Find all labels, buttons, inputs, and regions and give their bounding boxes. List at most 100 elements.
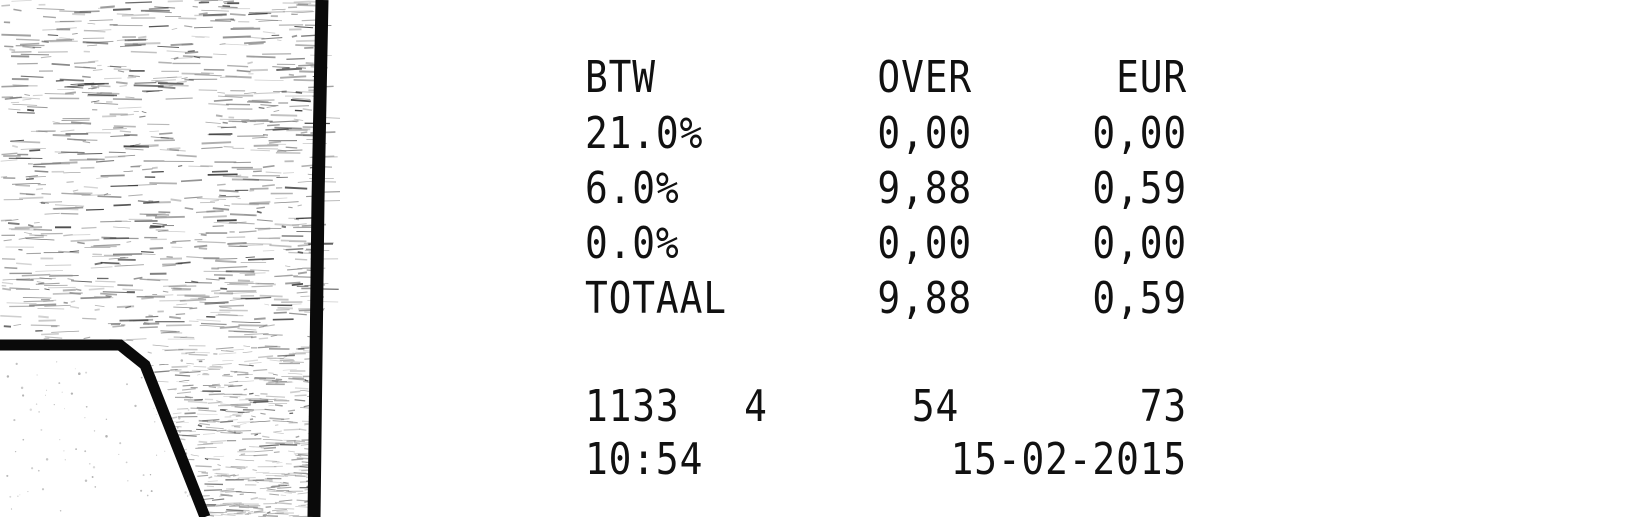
- scan-noise-stroke: [223, 0, 235, 3]
- scan-noise-stroke: [172, 412, 182, 415]
- scan-noise-stroke: [283, 481, 289, 485]
- scan-noise-stroke: [2, 278, 31, 281]
- scan-noise-stroke: [287, 472, 307, 474]
- scan-noise-stroke: [275, 378, 283, 381]
- scan-noise-stroke: [284, 474, 303, 477]
- scan-noise-stroke: [259, 444, 279, 447]
- scan-noise-dot: [74, 368, 76, 370]
- scan-noise-stroke: [211, 363, 232, 366]
- vat-row: 6.0% 9,88 0,59: [585, 159, 1186, 219]
- scan-noise-stroke: [281, 225, 287, 229]
- scan-noise-stroke: [273, 430, 282, 433]
- scan-noise-stroke: [227, 384, 243, 388]
- scan-noise-stroke: [302, 108, 313, 111]
- scan-noise-stroke: [41, 193, 52, 195]
- scan-noise-stroke: [94, 295, 114, 299]
- scan-noise-dot: [155, 413, 157, 415]
- scan-noise-stroke: [204, 301, 229, 305]
- scan-noise-stroke: [39, 277, 52, 280]
- scan-noise-stroke: [250, 269, 270, 272]
- scan-noise-stroke: [49, 40, 78, 43]
- scan-noise-stroke: [230, 18, 236, 22]
- scan-noise-stroke: [284, 186, 308, 190]
- scan-noise-stroke: [92, 69, 103, 71]
- scan-noise-stroke: [33, 228, 53, 231]
- scan-noise-stroke: [119, 44, 142, 48]
- scan-noise-stroke: [218, 352, 237, 355]
- scan-noise-stroke: [250, 496, 259, 500]
- store-code: 1133: [585, 381, 680, 432]
- scan-noise-stroke: [2, 287, 12, 291]
- scan-noise-stroke: [75, 288, 82, 292]
- scan-noise-stroke: [176, 154, 197, 158]
- scan-noise-stroke: [275, 197, 288, 199]
- scan-noise-stroke: [160, 136, 174, 140]
- scan-noise-stroke: [70, 238, 100, 242]
- scan-noise-stroke: [139, 145, 159, 148]
- scan-noise-stroke: [72, 32, 78, 35]
- scan-noise-stroke: [274, 201, 299, 204]
- scan-noise-stroke: [113, 125, 136, 128]
- scan-noise-stroke: [211, 170, 228, 173]
- scan-noise-stroke: [252, 136, 268, 139]
- scan-noise-stroke: [268, 372, 274, 375]
- scan-noise-stroke: [243, 345, 251, 347]
- scan-noise-stroke: [206, 457, 220, 461]
- scan-noise-dot: [9, 495, 12, 498]
- scan-noise-stroke: [227, 419, 238, 421]
- scan-noise-stroke: [221, 43, 248, 46]
- scan-noise-stroke: [22, 297, 52, 299]
- scan-noise-stroke: [236, 69, 251, 73]
- scan-noise-stroke: [235, 380, 255, 383]
- scan-noise-stroke: [242, 243, 272, 245]
- scan-noise-stroke: [265, 442, 285, 445]
- scan-noise-stroke: [177, 391, 192, 394]
- scan-noise-stroke: [205, 121, 221, 124]
- scan-noise-stroke: [170, 241, 177, 244]
- scan-noise-dot: [75, 448, 77, 450]
- scan-noise-stroke: [252, 469, 257, 471]
- scan-noise-stroke: [215, 259, 237, 263]
- scan-noise-stroke: [197, 374, 201, 376]
- scan-noise-stroke: [220, 420, 234, 423]
- scan-noise-stroke: [281, 417, 290, 421]
- scan-noise-stroke: [238, 364, 255, 367]
- scan-noise-stroke: [184, 196, 203, 199]
- scan-noise-stroke: [254, 377, 276, 379]
- scan-noise-stroke: [128, 75, 140, 78]
- scan-noise-stroke: [277, 354, 295, 357]
- paper-fold-edge: [0, 339, 211, 517]
- scan-noise-stroke: [16, 111, 35, 114]
- scan-noise-stroke: [242, 351, 253, 353]
- scan-noise-stroke: [219, 194, 227, 197]
- scan-noise-stroke: [215, 18, 235, 21]
- scan-noise-stroke: [72, 189, 79, 192]
- scan-noise-stroke: [258, 19, 279, 22]
- scan-noise-stroke: [283, 248, 289, 251]
- scan-noise-stroke: [199, 422, 211, 426]
- scan-noise-dot: [105, 418, 108, 420]
- scan-noise-dot: [127, 479, 129, 482]
- scan-noise-stroke: [228, 429, 242, 432]
- scan-noise-stroke: [82, 140, 91, 144]
- scan-noise-stroke: [234, 478, 250, 481]
- scan-noise-stroke: [21, 97, 40, 100]
- scan-noise-stroke: [260, 412, 266, 415]
- scan-noise-stroke: [251, 409, 268, 411]
- scan-noise-stroke: [297, 492, 309, 495]
- total-label: TOTAAL: [585, 273, 727, 324]
- scan-noise-stroke: [266, 324, 275, 327]
- scan-noise-stroke: [200, 233, 207, 237]
- scan-noise-stroke: [237, 421, 254, 423]
- scan-noise-stroke: [226, 509, 244, 512]
- scan-noise-stroke: [11, 183, 41, 185]
- scan-noise-stroke: [20, 75, 44, 78]
- transaction-code: 73: [1139, 381, 1187, 432]
- scan-noise-stroke: [254, 79, 284, 81]
- scan-noise-stroke: [141, 296, 154, 300]
- scan-noise-dot: [41, 488, 45, 491]
- scan-noise-stroke: [117, 284, 134, 287]
- scan-noise-dot: [6, 474, 9, 477]
- scan-noise-stroke: [104, 155, 126, 159]
- scan-noise-stroke: [184, 25, 193, 28]
